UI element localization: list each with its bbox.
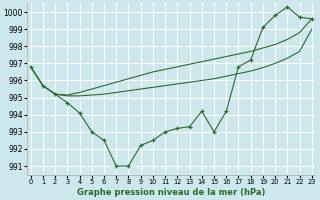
X-axis label: Graphe pression niveau de la mer (hPa): Graphe pression niveau de la mer (hPa) <box>77 188 266 197</box>
